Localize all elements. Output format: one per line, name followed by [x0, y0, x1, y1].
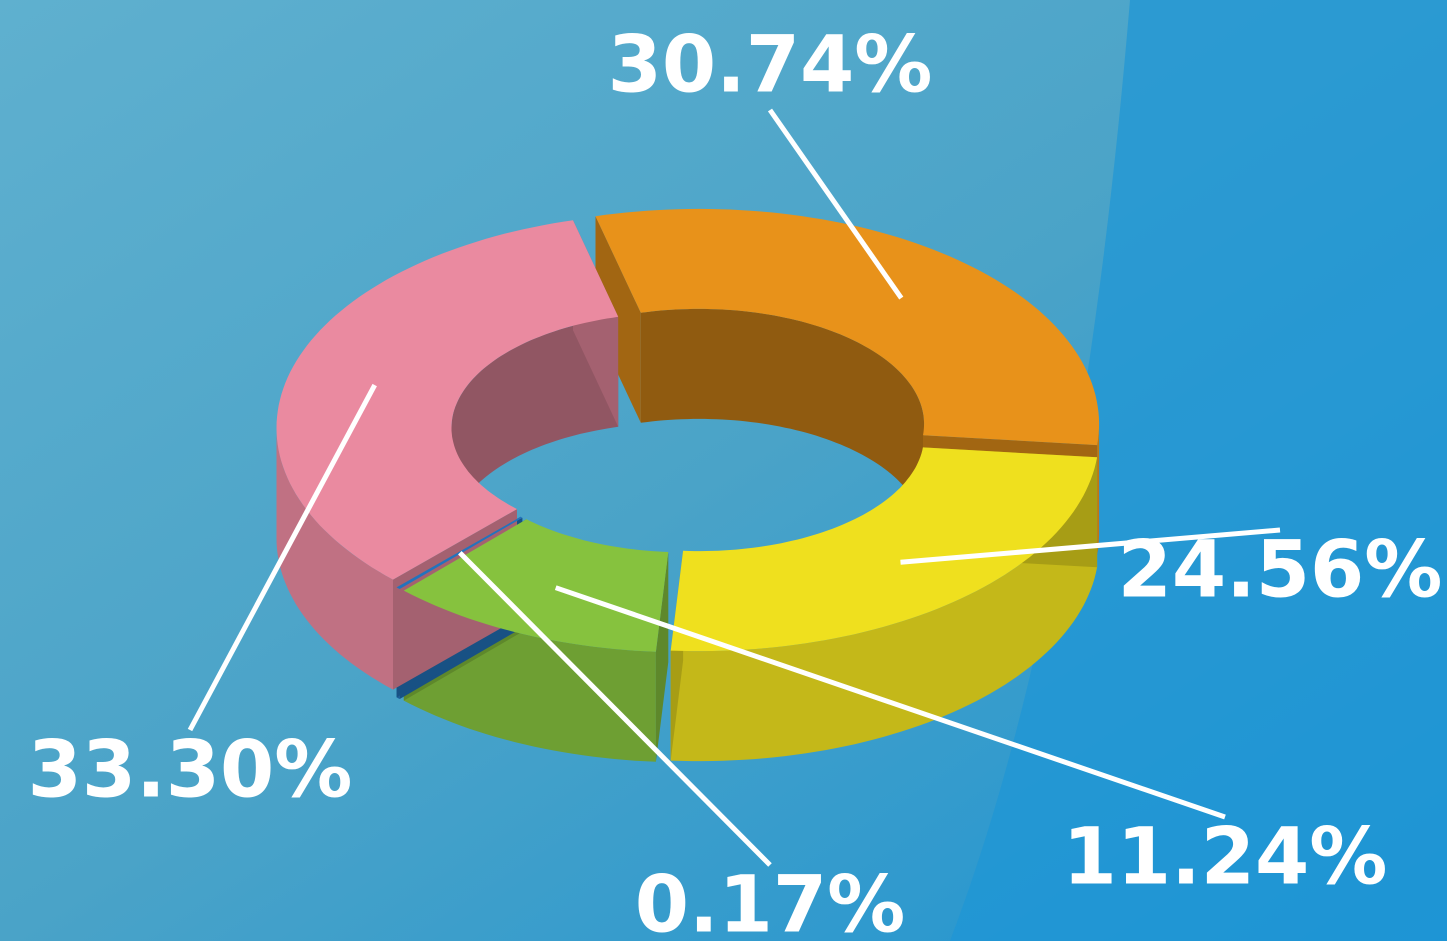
chart: 30.74% 24.56% 11.24% 0.17% 33.30%	[0, 0, 1447, 941]
value-label: 11.24%	[1063, 812, 1388, 902]
value-label: 33.30%	[28, 725, 353, 815]
value-label: 24.56%	[1118, 525, 1443, 615]
value-label: 30.74%	[608, 20, 933, 110]
value-label: 0.17%	[635, 860, 906, 941]
outer-wall	[1097, 424, 1099, 555]
